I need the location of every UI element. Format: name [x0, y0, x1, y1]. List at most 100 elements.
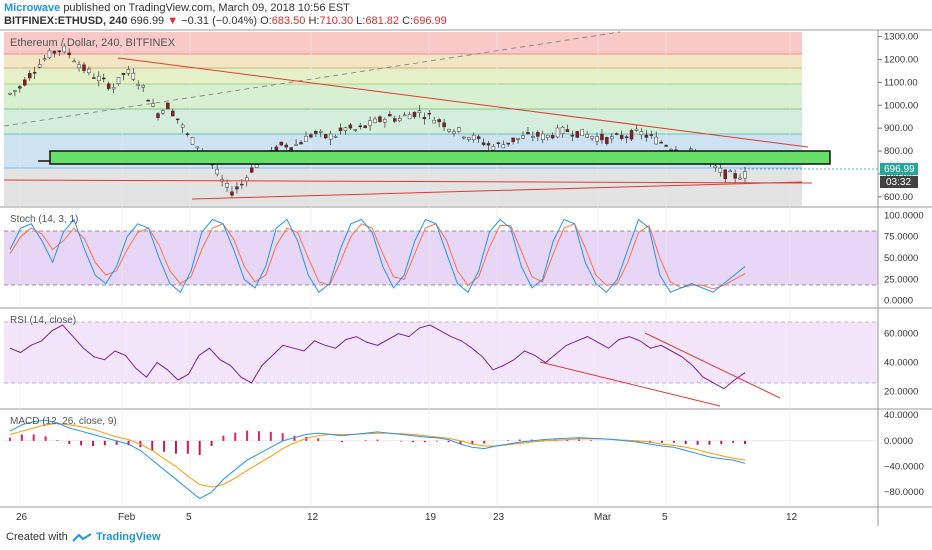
stoch-tick-label: 0.0000 — [884, 296, 913, 307]
rsi-line — [9, 324, 746, 390]
time-axis[interactable]: 26 Feb 5 12 19 23 Mar 5 12 — [16, 512, 798, 523]
candle-body — [669, 149, 673, 151]
candle-body — [279, 141, 284, 146]
candle-body — [363, 125, 367, 128]
candle-body — [235, 186, 239, 190]
high-value: 710.30 — [319, 15, 354, 27]
low-label: L: — [356, 15, 366, 27]
rsi-tick-label: 60.0000 — [884, 329, 918, 340]
fib-zone-7 — [4, 168, 802, 206]
candle-body — [486, 143, 491, 146]
pane-title-stoch: Stoch (14, 3, 1) — [10, 214, 78, 225]
candle-body — [417, 110, 422, 114]
candle-body — [67, 52, 71, 56]
candle-body — [402, 114, 407, 117]
candle-body — [610, 136, 614, 140]
candle-body — [481, 142, 486, 145]
candle-body — [634, 128, 639, 131]
candle-body — [309, 134, 313, 138]
fib-zone-3 — [4, 68, 802, 84]
candle-body — [77, 64, 81, 69]
candle-body — [432, 120, 436, 124]
fib-zone-2 — [4, 54, 802, 68]
candle-body — [442, 122, 446, 128]
countdown-tag-text: 03:32 — [886, 177, 911, 188]
rsi-divergence-line — [539, 361, 721, 407]
candle-body — [27, 73, 32, 79]
dashed-trendline — [3, 31, 621, 127]
x-tick-label: 5 — [662, 512, 668, 523]
pane-title-macd: MACD (12, 26, close, 9) — [10, 416, 117, 427]
open-value: 683.50 — [271, 15, 306, 27]
candle-body — [550, 135, 555, 139]
macd-series: 40.0000 0.0000 −40.0000 −80.0000 — [4, 410, 924, 500]
tradingview-brand[interactable]: TradingView — [96, 531, 161, 543]
close-label: C: — [402, 15, 414, 27]
candle-body — [82, 64, 86, 71]
candle-body — [713, 165, 718, 168]
trend-lines[interactable] — [3, 57, 831, 200]
candle-body — [42, 58, 47, 61]
high-label: H: — [308, 15, 320, 27]
candle-body — [97, 75, 101, 81]
candle-body — [536, 132, 540, 137]
candle-body — [728, 170, 732, 173]
candle-body — [560, 126, 565, 134]
chart-header: Microwave published on TradingView.com, … — [0, 0, 932, 30]
candle-body — [245, 177, 249, 181]
candle-body — [284, 144, 288, 148]
stoch-d-line — [9, 223, 746, 290]
candle-body — [304, 135, 308, 142]
candle-body — [323, 134, 328, 139]
candle-body — [718, 167, 723, 173]
stoch-tick-label: 50.0000 — [884, 253, 918, 264]
candle-body — [249, 167, 254, 173]
candle-body — [590, 136, 594, 139]
candle-body — [743, 171, 747, 179]
candle-body — [688, 148, 693, 151]
ascending-trendline — [191, 181, 803, 200]
candle-body — [605, 137, 609, 144]
price-pane[interactable] — [4, 32, 802, 206]
y-tick-label: 900.00 — [884, 123, 913, 134]
publish-line: Microwave published on TradingView.com, … — [4, 2, 350, 14]
candle-body — [185, 133, 190, 135]
candle-body — [447, 128, 451, 132]
candle-body — [624, 136, 629, 139]
candle-body — [141, 85, 145, 88]
candle-body — [457, 127, 461, 132]
y-tick-label: 1000.00 — [884, 100, 918, 111]
candle-body — [516, 138, 520, 140]
candle-body — [462, 136, 466, 139]
x-tick-label: 12 — [786, 512, 798, 523]
candle-body — [664, 145, 668, 147]
fib-zone-5 — [4, 109, 802, 134]
candle-body — [639, 131, 644, 136]
candle-body — [116, 77, 121, 84]
pane-title-price: Ethereum / Dollar, 240, BITFINEX — [10, 37, 176, 49]
candle-body — [545, 134, 550, 139]
countdown-tag — [880, 176, 918, 188]
candle-body — [614, 133, 619, 135]
time-grid — [19, 31, 791, 507]
candle-body — [52, 50, 57, 54]
author-name[interactable]: Microwave — [4, 2, 61, 14]
candle-body — [467, 137, 471, 140]
candle-body — [32, 71, 37, 74]
candle-body — [383, 119, 387, 123]
candle-body — [338, 127, 343, 131]
candle-body — [92, 77, 96, 79]
candle-body — [146, 99, 150, 102]
candle-body — [131, 73, 136, 80]
macd-tick-label: −40.0000 — [884, 462, 924, 473]
candle-body — [565, 129, 570, 132]
symbol-name[interactable]: BITFINEX:ETHUSD, 240 — [4, 15, 128, 27]
macd-tick-label: 0.0000 — [884, 436, 913, 447]
candle-body — [195, 146, 200, 149]
rsi-tick-label: 20.0000 — [884, 387, 918, 398]
candle-body — [373, 118, 377, 124]
candle-body — [422, 117, 427, 120]
candle-body — [47, 50, 52, 59]
x-tick-label: Feb — [118, 512, 136, 523]
